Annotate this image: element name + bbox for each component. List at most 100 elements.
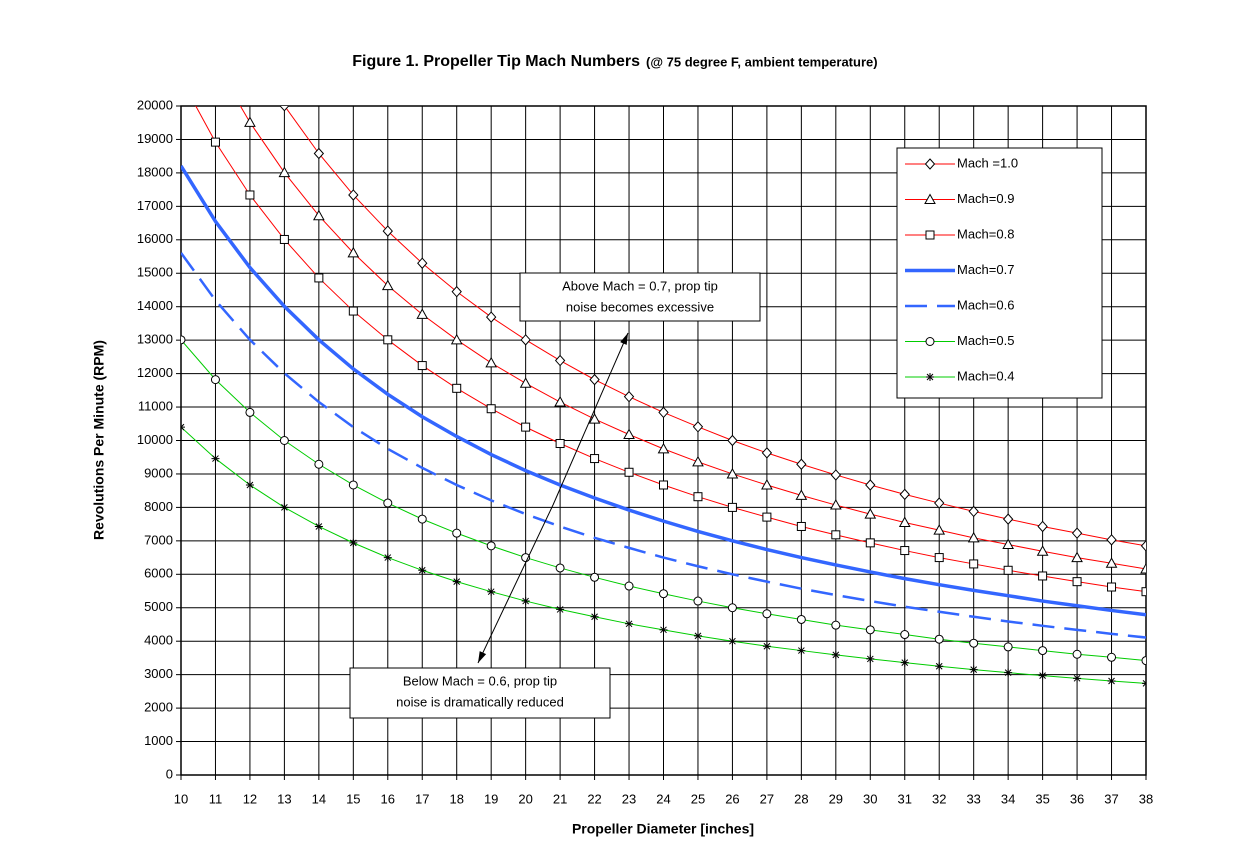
arrow [477, 504, 554, 664]
marker [280, 503, 289, 512]
marker [381, 279, 394, 291]
legend-label: Mach=0.6 [957, 297, 1014, 312]
marker [383, 498, 393, 508]
marker [658, 406, 669, 419]
marker [1003, 642, 1013, 652]
marker [925, 230, 935, 240]
plot-frame [180, 105, 1147, 776]
marker [1107, 652, 1117, 662]
marker [1038, 571, 1048, 581]
y-tick-label: 15000 [137, 265, 173, 280]
marker [934, 634, 944, 644]
marker [1038, 646, 1048, 656]
marker [278, 166, 291, 178]
marker [1037, 520, 1048, 533]
x-tick-label: 26 [725, 791, 739, 806]
annotation-box [519, 272, 761, 322]
marker [796, 458, 807, 470]
marker [624, 581, 634, 591]
marker [590, 612, 599, 621]
marker [1071, 527, 1083, 539]
marker [1107, 677, 1116, 686]
legend-label: Mach=0.9 [957, 191, 1014, 206]
marker [864, 508, 877, 519]
marker [245, 480, 254, 489]
marker [210, 137, 220, 147]
y-tick-label: 2000 [144, 700, 173, 715]
annotation-box [349, 667, 611, 719]
marker [417, 514, 427, 524]
y-tick-label: 20000 [137, 97, 173, 112]
y-tick-label: 3000 [144, 666, 173, 681]
marker [865, 538, 875, 548]
marker [831, 620, 841, 630]
marker [692, 455, 704, 467]
marker [1073, 674, 1082, 683]
marker [623, 428, 635, 439]
marker [181, 423, 185, 432]
marker [349, 538, 358, 547]
x-tick-label: 29 [829, 791, 843, 806]
x-tick-label: 36 [1070, 791, 1084, 806]
y-tick-label: 1000 [144, 733, 173, 748]
marker [900, 630, 910, 640]
marker [933, 524, 946, 535]
x-tick-label: 21 [553, 791, 567, 806]
legend-label: Mach=0.7 [957, 262, 1014, 277]
marker [554, 396, 566, 407]
marker [485, 356, 498, 368]
legend-label: Mach=0.8 [957, 226, 1014, 241]
y-tick-label: 14000 [137, 298, 173, 313]
x-tick-label: 25 [691, 791, 705, 806]
x-tick-label: 37 [1104, 791, 1118, 806]
marker [383, 553, 392, 562]
marker [934, 553, 944, 563]
marker [348, 189, 359, 201]
x-tick-label: 11 [209, 791, 223, 806]
marker [1004, 668, 1013, 677]
marker [967, 531, 980, 543]
marker [348, 306, 358, 316]
marker [968, 505, 979, 518]
x-tick-label: 16 [381, 791, 395, 806]
marker [382, 225, 393, 237]
marker [1141, 656, 1146, 666]
x-tick-label: 30 [863, 791, 877, 806]
y-tick-label: 6000 [144, 566, 173, 581]
y-tick-label: 5000 [144, 599, 173, 614]
y-tick-label: 11000 [138, 398, 173, 413]
marker [727, 603, 737, 613]
chart-title: Figure 1. Propeller Tip Mach Numbers [352, 53, 640, 70]
marker [486, 311, 497, 323]
x-axis-title: Propeller Diameter [inches] [572, 821, 754, 837]
y-tick-label: 0 [166, 766, 173, 781]
marker [590, 572, 600, 582]
marker [417, 257, 428, 269]
marker [899, 488, 910, 501]
legend-label: Mach=0.4 [957, 368, 1014, 383]
marker [347, 246, 360, 258]
marker [245, 190, 255, 200]
marker [924, 193, 936, 204]
marker [210, 58, 220, 67]
marker [245, 45, 254, 55]
marker [624, 467, 634, 477]
marker [728, 637, 737, 646]
marker [866, 654, 875, 663]
marker [417, 361, 427, 371]
marker [692, 421, 704, 433]
x-tick-label: 18 [449, 791, 463, 806]
x-tick-label: 19 [484, 791, 498, 806]
marker [1140, 562, 1146, 574]
y-tick-label: 7000 [144, 532, 173, 547]
y-tick-label: 13000 [137, 332, 173, 347]
marker [279, 106, 290, 112]
marker [693, 596, 703, 606]
arrow [552, 332, 629, 506]
marker [314, 459, 324, 469]
marker [1036, 545, 1049, 556]
marker [1038, 671, 1047, 680]
marker [348, 480, 358, 490]
marker [1002, 513, 1014, 525]
